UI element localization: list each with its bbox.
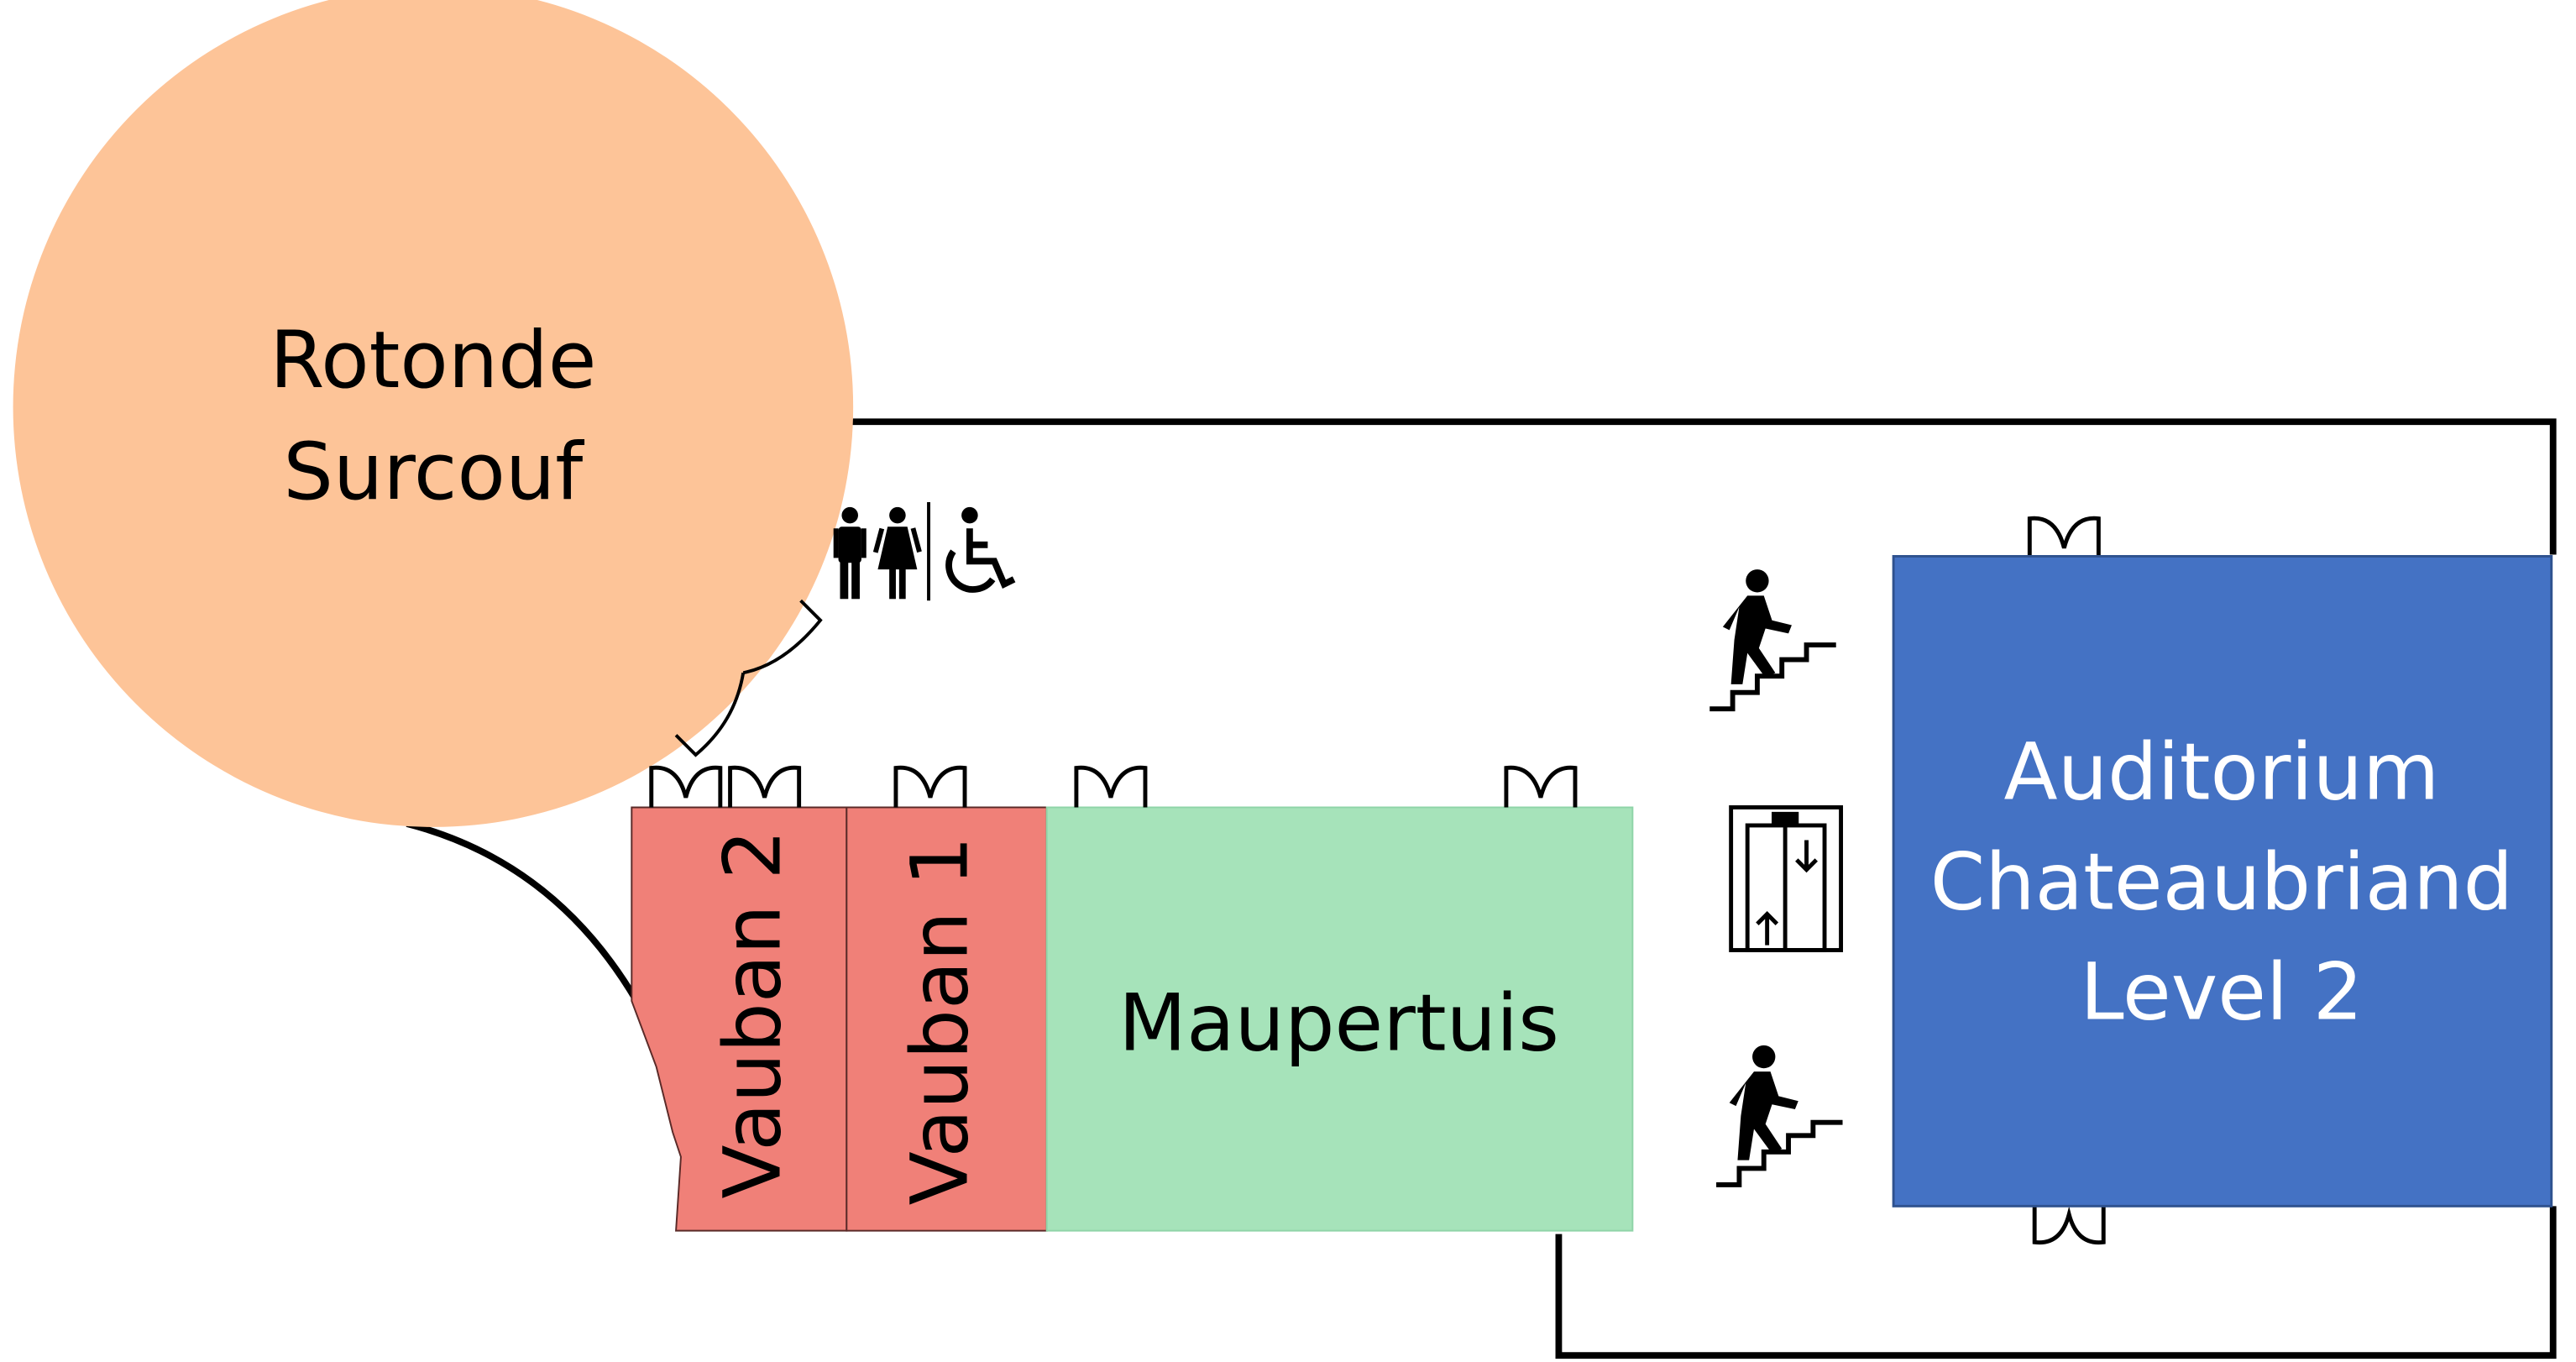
room-vauban-1[interactable]: Vauban 1 <box>846 806 1048 1232</box>
vauban-1-shape <box>846 806 1048 1232</box>
door-icon <box>2032 1206 2106 1245</box>
restroom-women-icon <box>872 506 922 600</box>
door-icon <box>2027 516 2101 558</box>
room-auditorium-chateaubriand[interactable]: Auditorium Chateaubriand Level 2 <box>1892 555 2553 1207</box>
door-icon <box>1504 765 1578 808</box>
stairs-up-icon-upper[interactable] <box>1709 569 1836 712</box>
auditorium-shape <box>1892 555 2553 1207</box>
door-icon <box>1074 765 1148 808</box>
auditorium-label-line2: Chateaubriand <box>1930 837 2513 929</box>
vauban-2-label: Vauban 2 <box>708 830 799 1199</box>
room-rotonde-surcouf[interactable]: Rotonde Surcouf <box>13 0 854 827</box>
rotonde-label-line1: Rotonde <box>270 315 596 406</box>
elevator-icon <box>1729 805 1844 952</box>
elevator[interactable] <box>1729 805 1844 952</box>
building-walls <box>406 418 2557 1359</box>
room-maupertuis[interactable]: Maupertuis <box>1045 806 1634 1232</box>
door-icon <box>728 765 802 808</box>
stairs-up-icon <box>1709 569 1836 712</box>
rotonde-shape <box>13 0 853 827</box>
rotonde-label-line2: Surcouf <box>283 427 584 518</box>
maupertuis-label: Maupertuis <box>1118 978 1559 1070</box>
auditorium-label-line3: Level 2 <box>2080 947 2363 1039</box>
room-vauban-2[interactable]: Vauban 2 <box>631 806 848 1232</box>
rotonde-door-icon <box>674 599 823 757</box>
restroom-men-icon <box>833 506 867 600</box>
wheelchair-accessible-icon <box>945 506 1016 593</box>
stairs-up-icon-lower[interactable] <box>1716 1045 1843 1187</box>
maupertuis-shape <box>1045 806 1634 1232</box>
door-icon <box>649 765 723 808</box>
restroom-area[interactable] <box>833 501 1016 601</box>
stairs-up-icon <box>1716 1045 1843 1187</box>
room-doors <box>649 516 2106 1245</box>
vauban-1-label: Vauban 1 <box>894 836 986 1206</box>
auditorium-label-line1: Auditorium <box>2004 727 2440 819</box>
door-icon <box>893 765 967 808</box>
